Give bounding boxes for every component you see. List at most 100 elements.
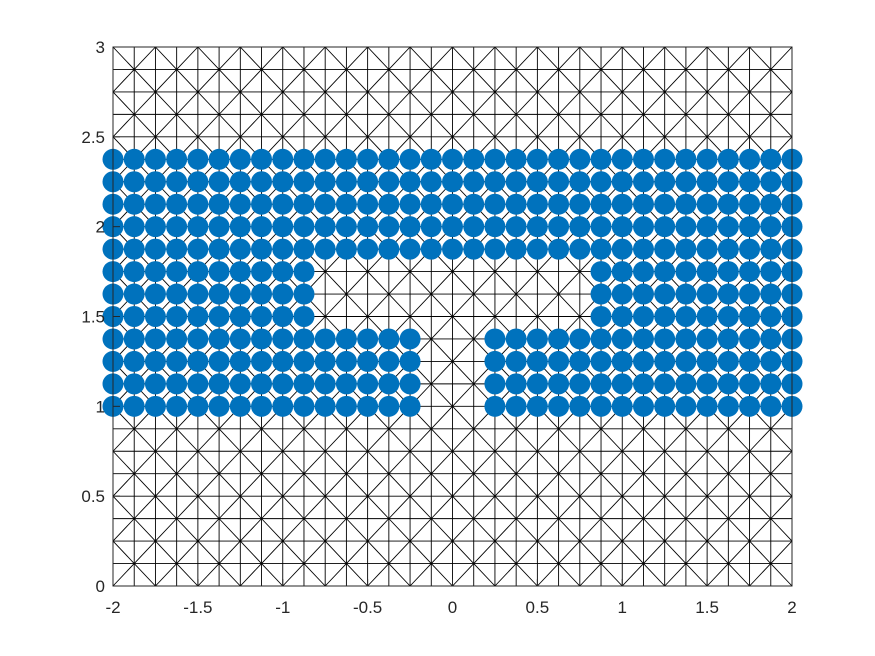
data-point	[209, 373, 230, 394]
mesh-diagonal-line	[495, 69, 516, 91]
mesh-diagonal-line	[431, 47, 452, 69]
mesh-diagonal-line	[495, 114, 516, 136]
data-point	[612, 239, 633, 260]
mesh-diagonal-line	[516, 451, 537, 473]
data-point	[760, 194, 781, 215]
mesh-diagonal-line	[240, 92, 261, 114]
data-point	[166, 306, 187, 327]
mesh-diagonal-line	[134, 114, 155, 136]
data-point	[760, 261, 781, 282]
y-tick-label: 2	[96, 218, 105, 237]
data-point	[591, 194, 612, 215]
mesh-diagonal-line	[134, 496, 155, 518]
mesh-diagonal-line	[262, 92, 283, 114]
mesh-diagonal-line	[537, 541, 558, 563]
mesh-diagonal-line	[580, 541, 601, 563]
mesh-diagonal-line	[771, 474, 792, 496]
mesh-diagonal-line	[155, 474, 176, 496]
mesh-diagonal-line	[262, 429, 283, 451]
data-point	[506, 149, 527, 170]
data-point	[187, 396, 208, 417]
mesh-diagonal-line	[453, 564, 474, 586]
mesh-diagonal-line	[155, 541, 176, 563]
mesh-diagonal-line	[665, 451, 686, 473]
data-point	[718, 373, 739, 394]
mesh-diagonal-line	[431, 519, 452, 541]
mesh-diagonal-line	[537, 429, 558, 451]
data-point	[315, 373, 336, 394]
y-tick-label: 0	[96, 577, 105, 596]
data-point	[378, 396, 399, 417]
mesh-diagonal-line	[325, 496, 346, 518]
mesh-diagonal-line	[453, 69, 474, 91]
data-point	[166, 261, 187, 282]
data-point	[569, 194, 590, 215]
mesh-diagonal-line	[304, 47, 325, 69]
mesh-diagonal-line	[453, 114, 474, 136]
mesh-diagonal-line	[707, 474, 728, 496]
y-axis-tick-labels: 0 0.5 1 1.5 2 2.5 3	[81, 38, 105, 596]
mesh-diagonal-line	[771, 519, 792, 541]
mesh-diagonal-line	[643, 114, 664, 136]
mesh-diagonal-line	[113, 474, 134, 496]
mesh-diagonal-line	[198, 474, 219, 496]
mesh-diagonal-line	[665, 474, 686, 496]
mesh-diagonal-line	[707, 47, 728, 69]
mesh-diagonal-line	[474, 114, 495, 136]
mesh-diagonal-line	[389, 69, 410, 91]
mesh-diagonal-line	[643, 69, 664, 91]
data-point	[633, 171, 654, 192]
data-point	[166, 194, 187, 215]
data-point	[442, 149, 463, 170]
data-point	[272, 149, 293, 170]
mesh-diagonal-line	[686, 69, 707, 91]
mesh-diagonal-line	[325, 564, 346, 586]
mesh-diagonal-line	[601, 114, 622, 136]
data-point	[506, 396, 527, 417]
mesh-diagonal-line	[495, 519, 516, 541]
mesh-diagonal-line	[665, 496, 686, 518]
mesh-diagonal-line	[686, 114, 707, 136]
data-point	[739, 396, 760, 417]
mesh-diagonal-line	[516, 69, 537, 91]
data-point	[654, 373, 675, 394]
data-point	[230, 351, 251, 372]
data-point	[187, 306, 208, 327]
data-point	[400, 396, 421, 417]
data-point	[124, 396, 145, 417]
mesh-diagonal-line	[283, 47, 304, 69]
data-point	[675, 396, 696, 417]
data-point	[272, 396, 293, 417]
mesh-diagonal-line	[113, 92, 134, 114]
mesh-diagonal-line	[453, 519, 474, 541]
data-point	[209, 306, 230, 327]
data-point	[591, 328, 612, 349]
mesh-diagonal-line	[240, 541, 261, 563]
data-point	[145, 351, 166, 372]
data-point	[336, 351, 357, 372]
mesh-diagonal-line	[134, 519, 155, 541]
data-point	[697, 239, 718, 260]
mesh-diagonal-line	[495, 272, 516, 294]
mesh-diagonal-line	[177, 519, 198, 541]
data-point	[124, 284, 145, 305]
data-point	[251, 171, 272, 192]
data-point	[463, 239, 484, 260]
data-point	[654, 306, 675, 327]
mesh-diagonal-line	[707, 92, 728, 114]
data-point	[272, 194, 293, 215]
mesh-diagonal-line	[389, 294, 410, 316]
data-point	[336, 373, 357, 394]
mesh-diagonal-line	[728, 474, 749, 496]
mesh-diagonal-line	[495, 294, 516, 316]
mesh-diagonal-line	[537, 294, 558, 316]
data-point	[633, 194, 654, 215]
mesh-diagonal-line	[346, 92, 367, 114]
data-point	[230, 328, 251, 349]
mesh-diagonal-line	[219, 496, 240, 518]
mesh-diagonal-line	[389, 474, 410, 496]
data-point	[569, 216, 590, 237]
mesh-diagonal-line	[431, 69, 452, 91]
mesh-diagonal-line	[495, 47, 516, 69]
data-point	[251, 149, 272, 170]
